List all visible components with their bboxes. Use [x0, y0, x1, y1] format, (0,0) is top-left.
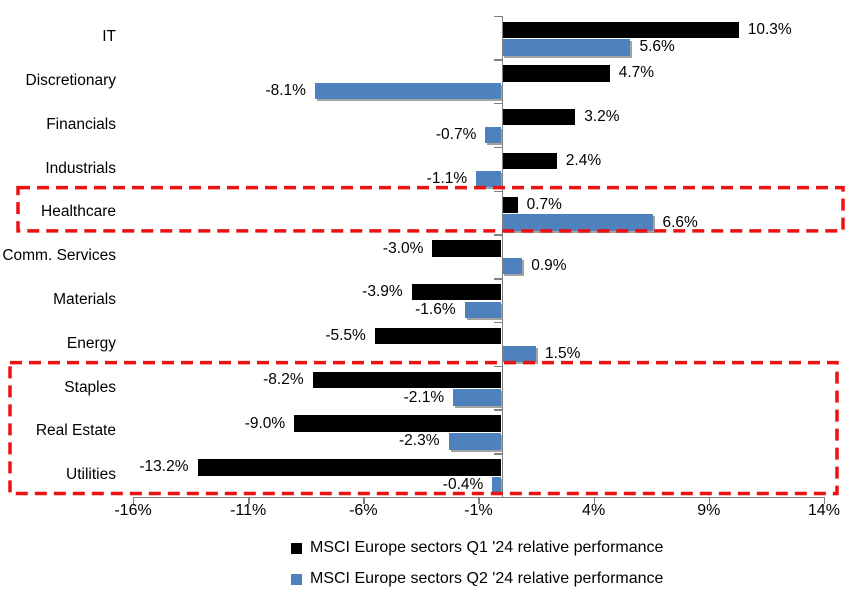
bar-q1-comm-services — [432, 240, 502, 257]
data-label: -1.6% — [415, 301, 456, 319]
x-axis-tick — [248, 496, 250, 504]
data-label: -5.5% — [325, 327, 366, 345]
category-label-real-estate: Real Estate — [35, 422, 116, 440]
legend-item-q2: MSCI Europe sectors Q2 '24 relative perf… — [291, 568, 663, 590]
bar-q1-it — [501, 21, 739, 38]
x-tick-label: -1% — [464, 502, 493, 519]
bar-q1-utilities — [197, 459, 502, 476]
category-axis-tick — [494, 234, 502, 236]
bar-q2-utilities — [492, 477, 502, 494]
bar-q2-industrials — [476, 170, 502, 187]
category-axis-tick — [494, 190, 502, 192]
x-tick-label: 9% — [697, 502, 721, 519]
data-label: -0.7% — [435, 126, 477, 143]
category-axis-tick — [494, 15, 502, 17]
bar-q1-healthcare — [501, 196, 518, 213]
category-label-healthcare: Healthcare — [41, 203, 116, 221]
x-axis-tick — [708, 496, 711, 504]
data-label: 1.5% — [545, 344, 581, 362]
legend-swatch-q2 — [291, 573, 302, 585]
category-label-energy: Energy — [66, 334, 116, 352]
bar-q1-materials — [411, 284, 502, 301]
data-label: -8.1% — [265, 82, 306, 100]
category-label-it: IT — [102, 28, 116, 46]
data-label: -3.9% — [362, 283, 403, 301]
data-label: -8.2% — [263, 370, 304, 388]
x-axis-tick — [478, 496, 480, 504]
x-tick-label: 14% — [807, 502, 840, 519]
data-label: -1.1% — [426, 169, 468, 187]
legend-swatch-q1 — [291, 542, 302, 554]
x-axis-tick — [593, 496, 595, 504]
bar-q1-staples — [312, 371, 502, 388]
x-tick-label: -16% — [114, 502, 152, 519]
bar-q2-comm-services — [501, 258, 523, 275]
bar-q2-financials — [485, 126, 502, 144]
data-label: -2.3% — [399, 432, 440, 450]
healthcare-highlight — [16, 185, 845, 233]
category-axis-tick — [494, 278, 502, 280]
data-label: 10.3% — [747, 20, 792, 38]
bar-q2-it — [501, 39, 631, 56]
data-label: -9.0% — [244, 414, 286, 432]
x-axis-tick — [363, 496, 365, 504]
x-tick-label: -11% — [230, 502, 267, 519]
data-label: 0.9% — [531, 257, 567, 275]
category-label-materials: Materials — [53, 291, 116, 308]
category-axis-tick — [494, 409, 502, 411]
legend-label-q2: MSCI Europe sectors Q2 '24 relative perf… — [310, 570, 664, 587]
category-label-industrials: Industrials — [45, 159, 116, 177]
category-label-discretionary: Discretionary — [25, 72, 116, 90]
bar-q2-staples — [453, 389, 502, 406]
x-axis-tick — [823, 496, 826, 504]
x-axis-tick — [133, 496, 135, 504]
data-label: -13.2% — [139, 458, 189, 476]
category-axis-tick — [494, 321, 502, 324]
bar-q1-financials — [501, 109, 576, 126]
bar-q2-energy — [501, 345, 537, 362]
bar-q2-real-estate — [448, 433, 502, 450]
bar-q1-discretionary — [501, 65, 610, 82]
category-axis-tick — [494, 453, 502, 455]
category-axis-tick — [494, 365, 502, 368]
x-tick-label: -6% — [349, 502, 378, 519]
category-label-utilities: Utilities — [66, 466, 116, 484]
bar-q1-real-estate — [294, 415, 502, 432]
category-label-staples: Staples — [64, 378, 116, 396]
bar-q2-healthcare — [501, 214, 654, 231]
bar-q1-energy — [374, 327, 502, 345]
category-axis-tick — [494, 103, 502, 105]
legend-label-q1: MSCI Europe sectors Q1 '24 relative perf… — [310, 539, 664, 556]
x-tick-label: 4% — [582, 502, 606, 519]
data-label: 0.7% — [526, 195, 562, 213]
category-axis-tick — [494, 146, 502, 149]
data-label: 5.6% — [639, 38, 675, 56]
data-label: -2.1% — [403, 388, 445, 406]
data-label: 4.7% — [618, 64, 655, 82]
data-label: 2.4% — [565, 151, 602, 169]
data-label: -0.4% — [442, 476, 484, 494]
bar-q1-industrials — [501, 152, 557, 170]
category-label-financials: Financials — [46, 115, 116, 133]
category-axis-tick — [494, 59, 502, 61]
y-axis-line — [501, 15, 503, 497]
data-label: -3.0% — [382, 239, 424, 257]
data-label: 6.6% — [662, 213, 698, 231]
data-label: 3.2% — [584, 108, 620, 126]
category-label-comm-services: Comm. Services — [2, 247, 116, 265]
legend-item-q1: MSCI Europe sectors Q1 '24 relative perf… — [291, 537, 663, 559]
bar-q2-materials — [464, 301, 502, 319]
bar-q2-discretionary — [314, 83, 502, 100]
